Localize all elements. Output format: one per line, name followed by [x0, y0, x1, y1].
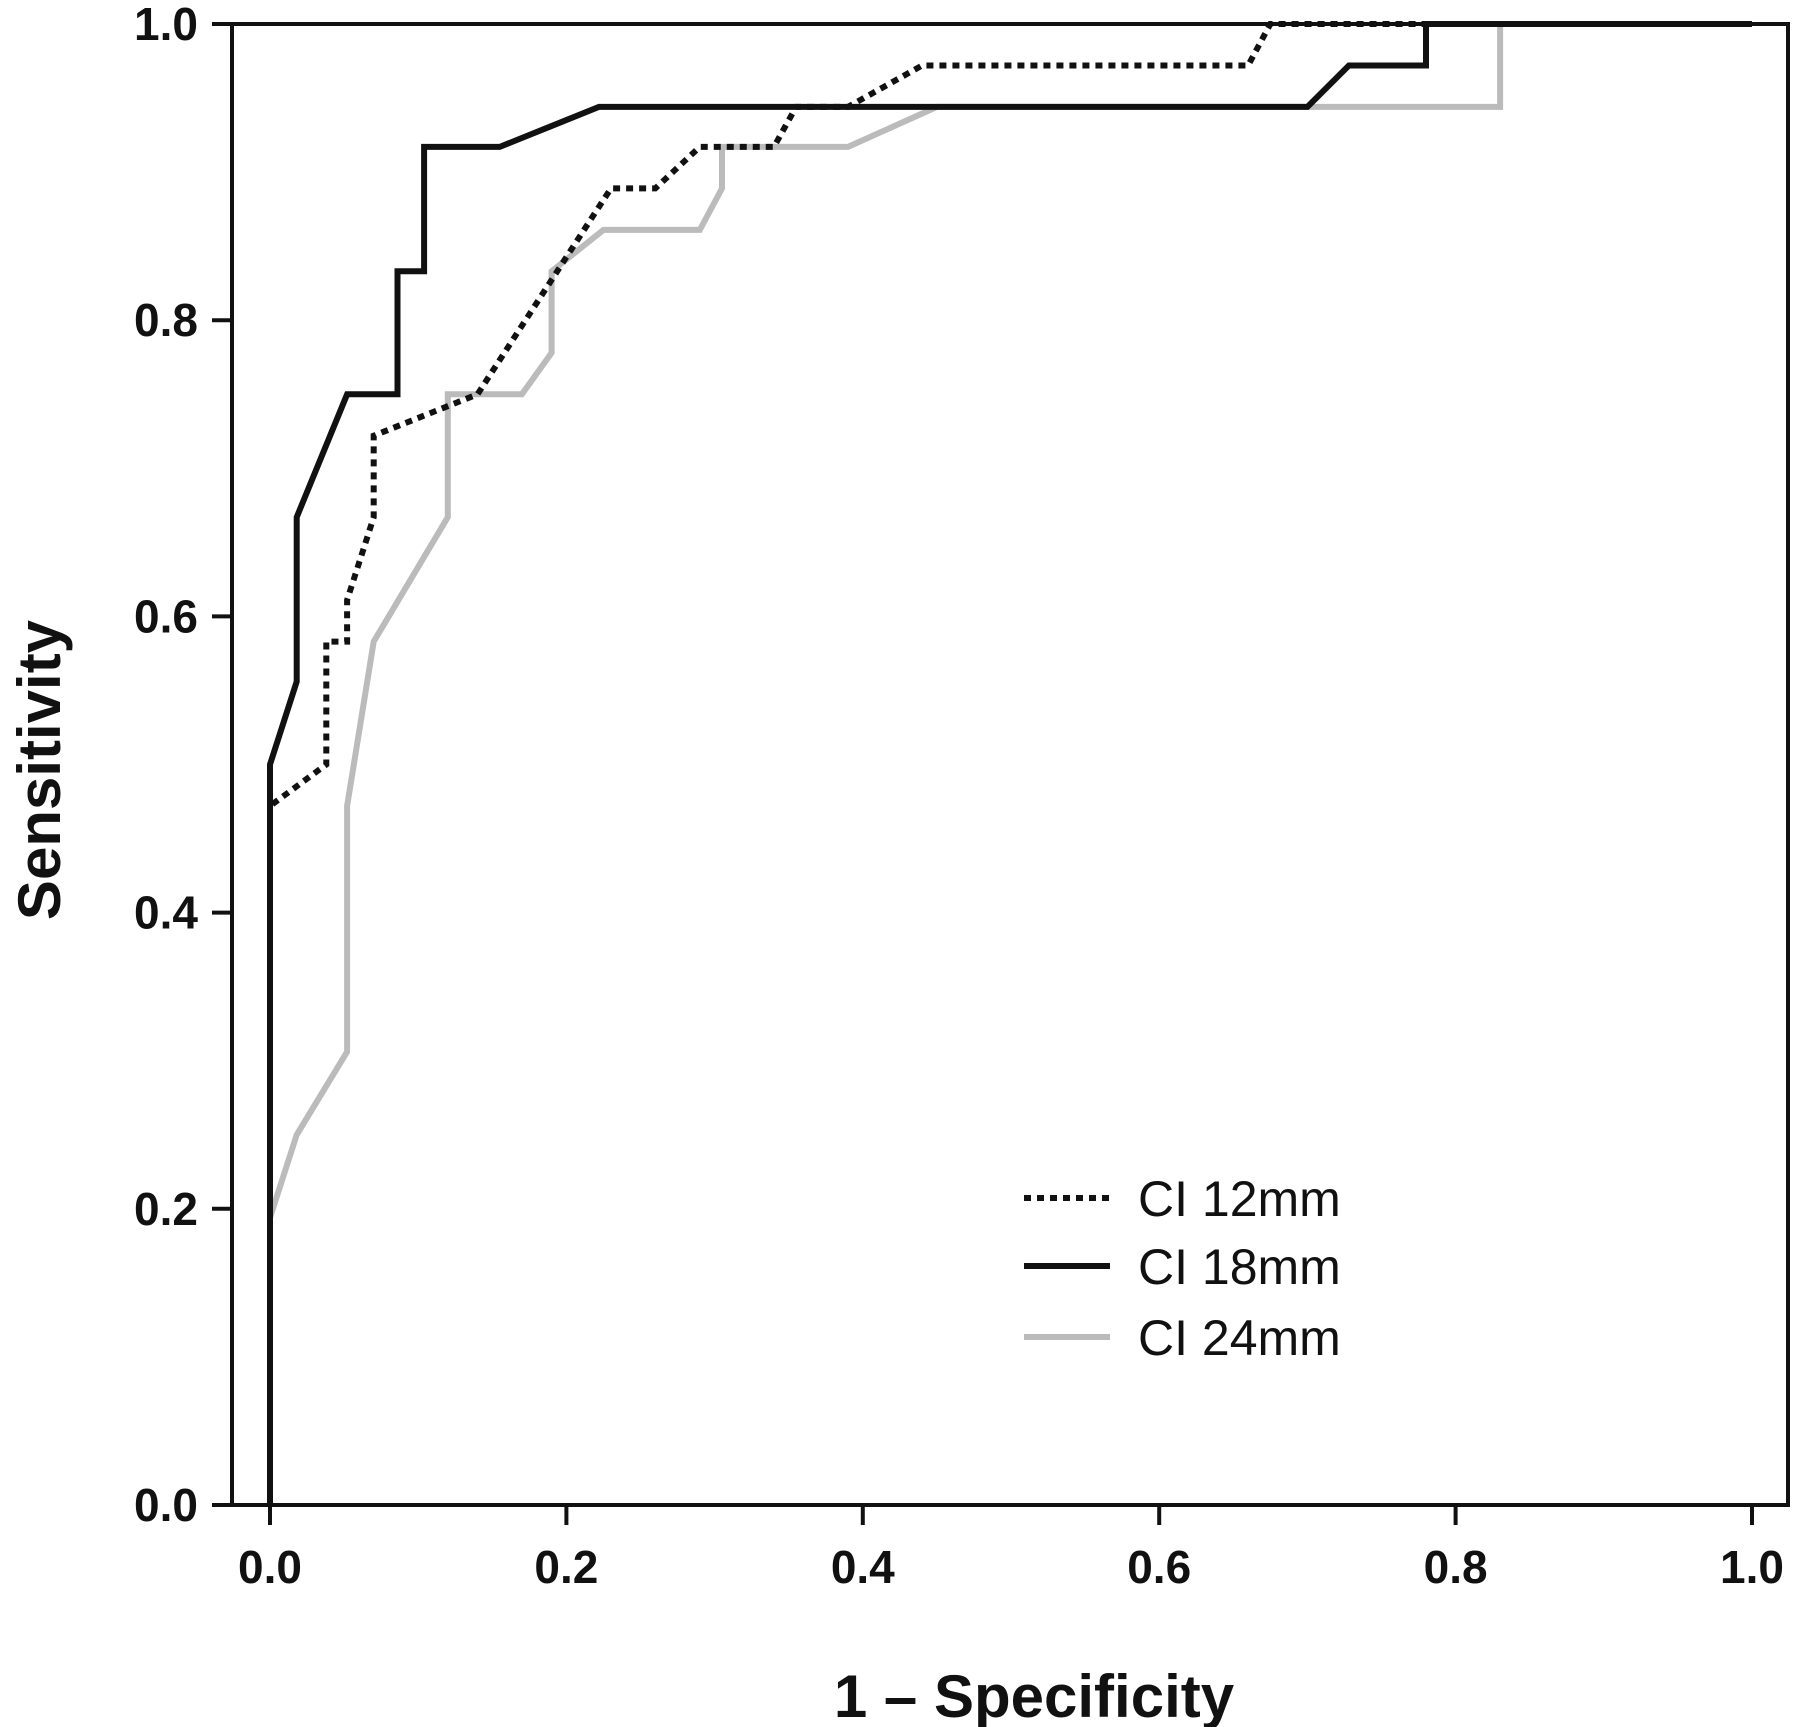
y-tick-label: 0.8 [134, 294, 198, 346]
plot-frame [230, 22, 1790, 1507]
x-tick-label: 0.4 [831, 1541, 895, 1593]
legend: CI 12mm CI 18mm CI 24mm [1024, 1171, 1341, 1366]
legend-label-ci-18mm: CI 18mm [1138, 1239, 1341, 1295]
series-line-ci-24mm [267, 21, 1752, 1505]
x-tick-label: 0.6 [1127, 1541, 1191, 1593]
y-tick-label: 0.4 [134, 887, 198, 939]
x-tick-label: 1.0 [1720, 1541, 1784, 1593]
y-tick-label: 0.2 [134, 1183, 198, 1235]
series-line-ci-18mm [267, 21, 1752, 1505]
x-tick-label: 0.2 [534, 1541, 598, 1593]
x-tick-label: 0.8 [1424, 1541, 1488, 1593]
y-tick-label: 0.6 [134, 590, 198, 642]
series-line-ci-12mm [267, 21, 1752, 1505]
legend-label-ci-24mm: CI 24mm [1138, 1310, 1341, 1366]
x-tick-label: 0.0 [238, 1541, 302, 1593]
y-tick-label: 1.0 [134, 0, 198, 50]
legend-label-ci-12mm: CI 12mm [1138, 1171, 1341, 1227]
y-axis-title: Sensitivity [6, 619, 73, 920]
y-tick-label: 0.0 [134, 1479, 198, 1531]
x-axis-title: 1 – Specificity [834, 1663, 1235, 1727]
